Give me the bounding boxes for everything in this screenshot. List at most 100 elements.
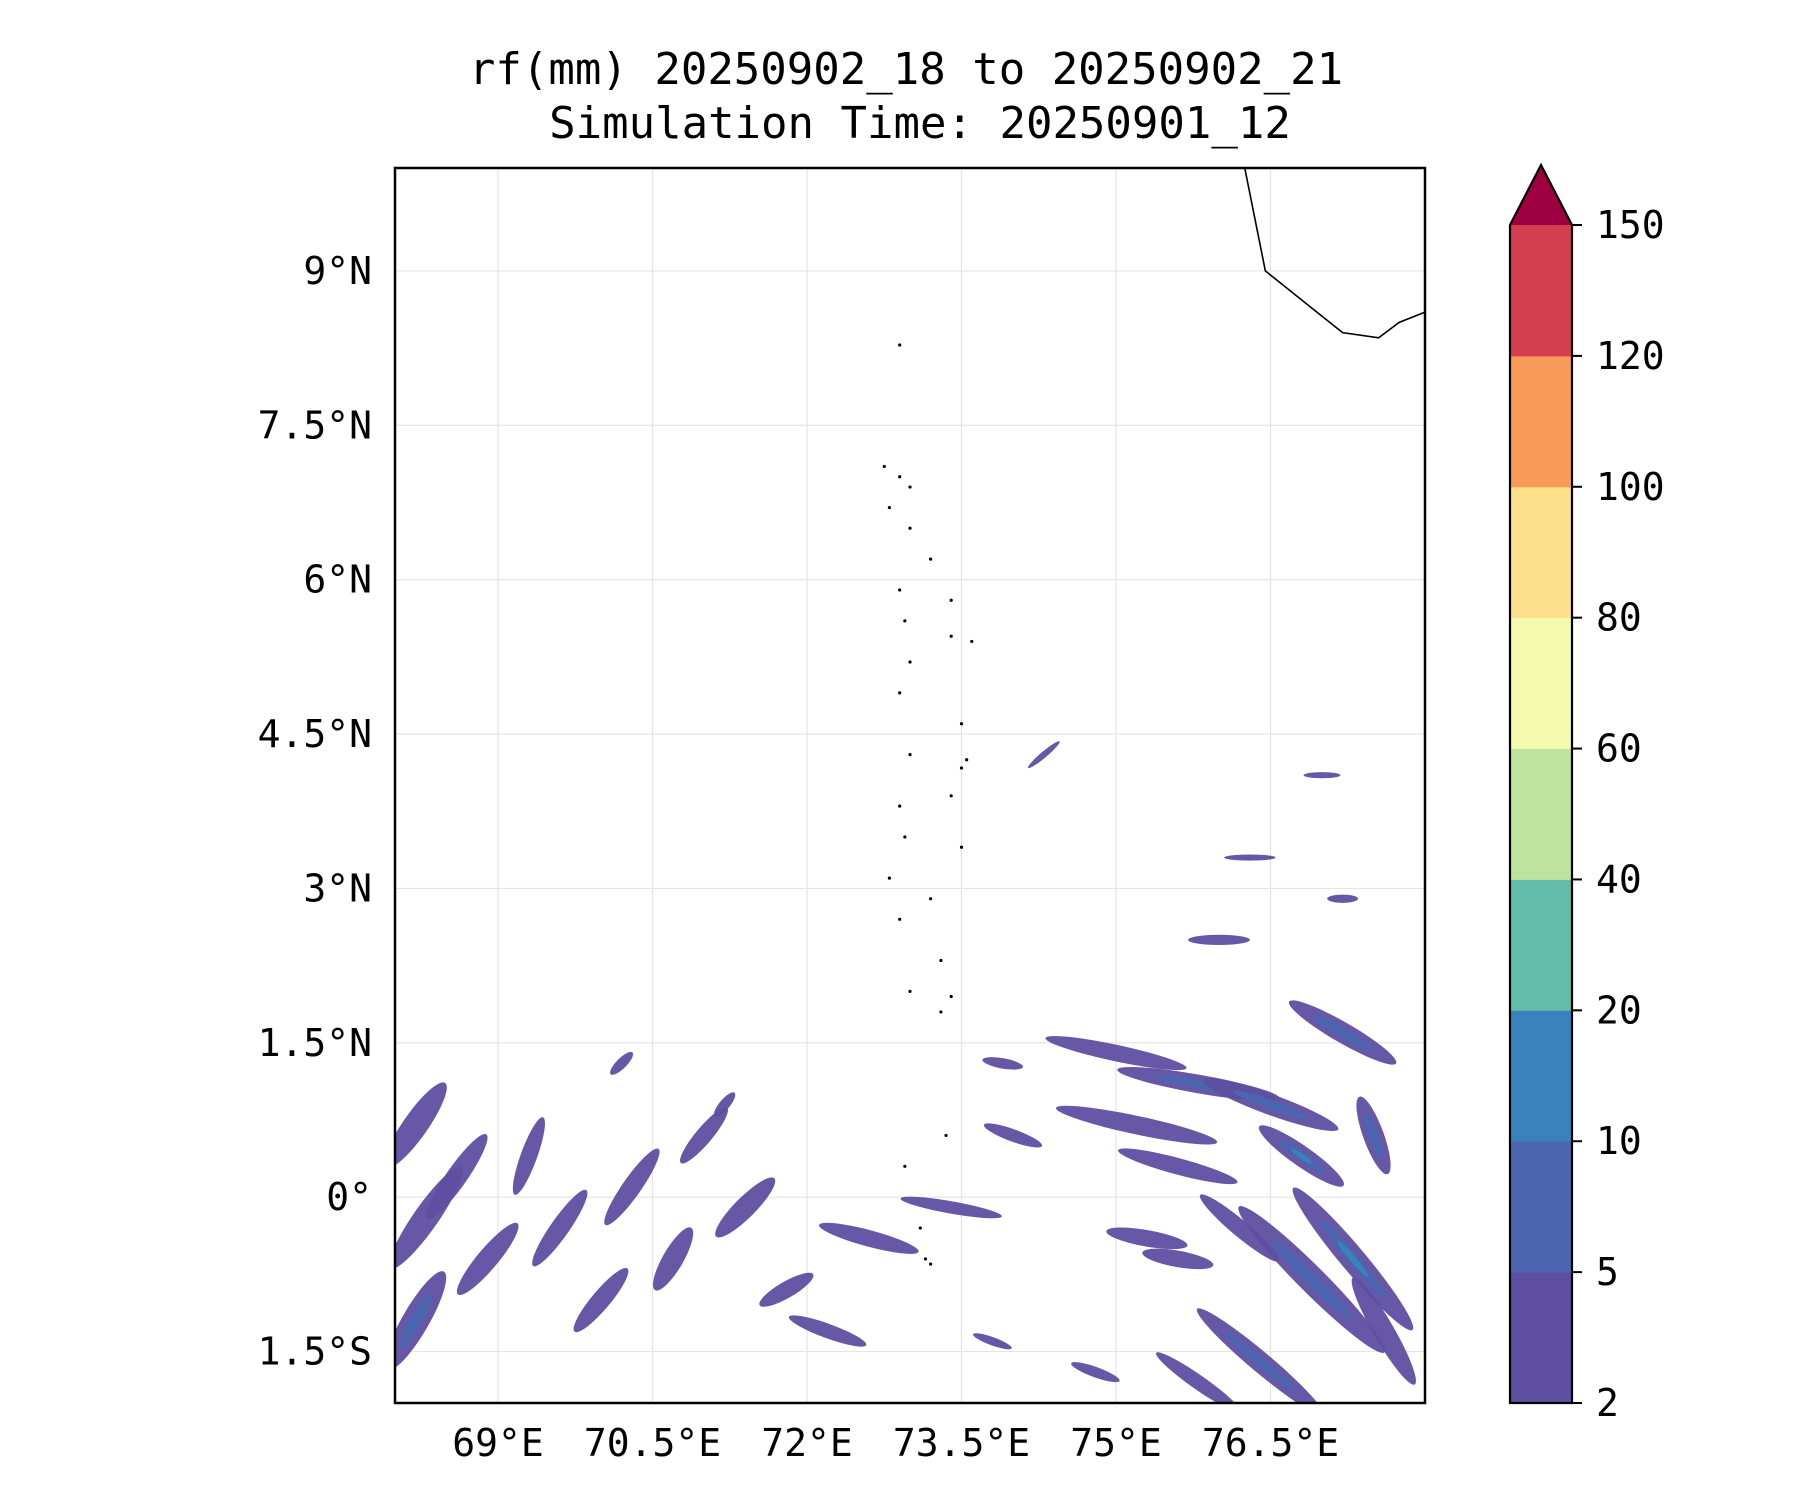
gridlines	[395, 168, 1425, 1403]
title-line-1: rf(mm) 20250902_18 to 20250902_21	[469, 44, 1343, 95]
rain-area	[532, 1189, 588, 1267]
colorbar-tick-label: 2	[1596, 1381, 1619, 1425]
island-atoll	[949, 634, 953, 638]
lat-tick-label: 4.5°N	[258, 712, 372, 756]
rain-area	[604, 1148, 660, 1226]
colorbar-segment	[1510, 748, 1572, 880]
island-atoll	[923, 1257, 928, 1261]
rain-area	[900, 1196, 1002, 1219]
latitude-tick-labels: 9°N 7.5°N 6°N 4.5°N 3°N 1.5°N 0° 1.5°S	[258, 249, 372, 1374]
island-atoll	[898, 588, 902, 592]
island-atoll	[949, 794, 953, 798]
figure-title: rf(mm) 20250902_18 to 20250902_21 Simula…	[469, 44, 1343, 149]
colorbar-segment	[1510, 225, 1572, 357]
island-atoll	[898, 691, 902, 695]
rain-area	[1156, 1352, 1241, 1403]
island-atoll	[970, 639, 974, 644]
colorbar-tick-label: 120	[1596, 334, 1665, 378]
island-atoll	[959, 722, 964, 726]
lat-tick-label: 1.5°N	[258, 1021, 372, 1065]
rain-area	[1118, 1148, 1238, 1185]
colorbar-tick-label: 60	[1596, 727, 1642, 771]
rain-area	[715, 1177, 776, 1238]
lat-tick-label: 3°N	[303, 866, 372, 910]
title-line-2: Simulation Time: 20250901_12	[549, 98, 1291, 149]
rain-area	[610, 1051, 634, 1075]
island-atoll	[908, 660, 912, 664]
colorbar-segment	[1510, 879, 1572, 1011]
rain-area	[1142, 1248, 1214, 1270]
lon-tick-label: 73.5°E	[893, 1421, 1030, 1465]
rain-area	[652, 1227, 694, 1291]
island-atoll	[898, 917, 902, 921]
rain-area	[759, 1272, 814, 1307]
coastline-india	[1243, 168, 1425, 339]
rain-area	[972, 1333, 1012, 1350]
colorbar-tick-label: 150	[1596, 203, 1665, 247]
rain-area-core	[1225, 1332, 1296, 1392]
colorbar-segment	[1510, 1141, 1572, 1273]
rain-area-peak	[1337, 1241, 1368, 1277]
lat-tick-label: 9°N	[303, 249, 372, 293]
lon-tick-label: 70.5°E	[584, 1421, 721, 1465]
rain-area	[573, 1267, 629, 1333]
rain-area	[426, 1133, 488, 1220]
rain-area	[1106, 1227, 1188, 1250]
map-panel: 69°E 70.5°E 72°E 73.5°E 75°E 76.5°E 9°N 7.5°N 6…	[258, 166, 1427, 1465]
island-atoll	[965, 758, 969, 762]
island-atoll	[887, 876, 892, 880]
island-atoll	[929, 1262, 933, 1266]
lon-tick-label: 76.5°E	[1202, 1421, 1339, 1465]
coastlines	[882, 168, 1425, 1266]
rain-area	[983, 1123, 1043, 1148]
longitude-tick-labels: 69°E 70.5°E 72°E 73.5°E 75°E 76.5°E	[452, 1421, 1339, 1465]
lon-tick-label: 72°E	[761, 1421, 853, 1465]
rain-area-core	[1271, 1239, 1352, 1320]
island-atoll	[929, 557, 933, 561]
island-atoll	[903, 1164, 907, 1168]
colorbar: 2 5 10 20 40 60 80 100 120 150	[1508, 162, 1665, 1425]
island-atoll	[898, 804, 902, 808]
rain-area	[713, 1092, 736, 1117]
rain-area	[679, 1107, 729, 1164]
rain-area-core	[1313, 1015, 1373, 1050]
colorbar-outline	[1508, 162, 1574, 1405]
colorbar-segment	[1510, 486, 1572, 619]
rain-area-core	[1364, 1114, 1383, 1157]
colorbar-tick-label: 10	[1596, 1119, 1642, 1163]
rain-area	[512, 1117, 545, 1195]
rain-area	[982, 1057, 1024, 1070]
rainfall-contours	[395, 741, 1416, 1403]
island-atoll	[898, 475, 902, 479]
colorbar-segment	[1510, 617, 1572, 750]
colorbar-segment	[1510, 355, 1572, 488]
island-atoll	[949, 994, 953, 999]
lat-tick-label: 7.5°N	[258, 403, 372, 447]
island-atoll	[903, 619, 907, 623]
colorbar-extend-arrow	[1510, 165, 1572, 225]
rain-area	[1351, 1277, 1416, 1385]
rain-area-peak	[1290, 1148, 1313, 1164]
rain-area-core	[1233, 1090, 1308, 1119]
island-atoll	[908, 989, 912, 993]
colorbar-tick-label: 40	[1596, 857, 1642, 901]
rain-area	[456, 1222, 519, 1296]
rain-area	[1188, 934, 1250, 946]
lat-tick-label: 0°	[326, 1175, 372, 1219]
colorbar-tick-label: 100	[1596, 465, 1665, 509]
island-atoll	[908, 485, 912, 489]
island-atoll	[898, 343, 902, 347]
rain-area	[819, 1222, 919, 1254]
island-atoll	[939, 1010, 943, 1014]
colorbar-segment	[1510, 1010, 1572, 1142]
lon-tick-label: 75°E	[1070, 1421, 1162, 1465]
rain-area	[1327, 894, 1359, 903]
rain-area	[1027, 741, 1060, 769]
island-atoll	[944, 1133, 948, 1138]
rain-area	[1224, 854, 1276, 861]
island-atoll	[939, 958, 943, 963]
island-atoll	[903, 835, 907, 839]
rain-area	[395, 1082, 447, 1168]
rain-area	[1303, 772, 1341, 779]
